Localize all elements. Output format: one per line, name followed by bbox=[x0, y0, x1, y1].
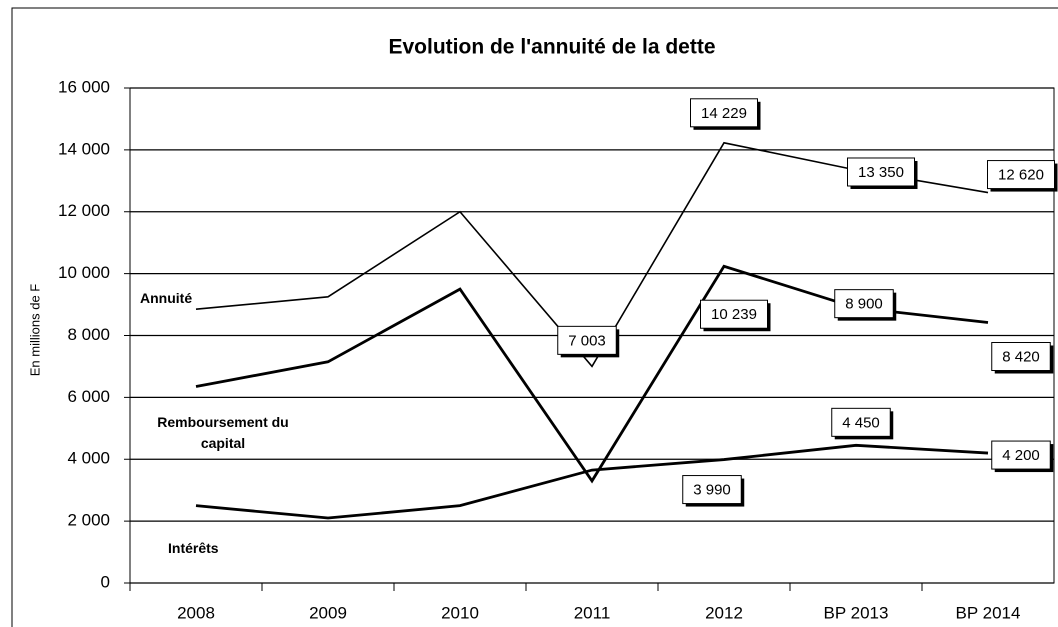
x-tick-label: BP 2013 bbox=[824, 603, 889, 622]
data-label: 8 900 bbox=[845, 296, 883, 313]
y-tick-label: 2 000 bbox=[67, 511, 110, 530]
label-box bbox=[991, 440, 1051, 470]
series-annotation: Intérêts bbox=[168, 540, 219, 556]
label-box bbox=[700, 299, 768, 329]
y-tick-label: 0 bbox=[101, 572, 110, 591]
y-axis-label: En millions de F bbox=[27, 284, 42, 377]
y-tick-label: 16 000 bbox=[58, 77, 110, 96]
y-tick-label: 6 000 bbox=[67, 387, 110, 406]
series-annotation: Remboursement du capital bbox=[157, 414, 289, 451]
y-tick-label: 12 000 bbox=[58, 201, 110, 220]
y-tick-label: 4 000 bbox=[67, 449, 110, 468]
x-tick-label: BP 2014 bbox=[956, 603, 1021, 622]
series-annotation: Annuité bbox=[140, 290, 193, 306]
data-label: 13 350 bbox=[858, 164, 904, 181]
y-tick-label: 14 000 bbox=[58, 139, 110, 158]
series-line bbox=[195, 443, 989, 520]
chart-title: Evolution de l'annuité de la dette bbox=[388, 36, 715, 59]
data-label: 3 990 bbox=[693, 482, 731, 499]
y-tick-label: 8 000 bbox=[67, 325, 110, 344]
x-tick-label: 2012 bbox=[705, 603, 743, 622]
y-tick-label: 10 000 bbox=[58, 263, 110, 282]
data-label: 8 420 bbox=[1002, 348, 1040, 365]
x-tick-label: 2010 bbox=[441, 603, 479, 622]
x-tick-label: 2009 bbox=[309, 603, 347, 622]
x-tick-label: 2008 bbox=[177, 603, 215, 622]
label-box bbox=[847, 157, 915, 187]
data-label: 4 200 bbox=[1002, 447, 1040, 464]
data-label: 14 229 bbox=[701, 105, 747, 122]
label-box bbox=[991, 342, 1051, 372]
data-label: 10 239 bbox=[711, 306, 757, 323]
label-box bbox=[987, 160, 1055, 190]
x-tick-label: 2011 bbox=[574, 603, 611, 622]
label-box bbox=[690, 98, 758, 128]
label-box bbox=[557, 325, 617, 355]
label-box bbox=[682, 475, 742, 505]
data-label: 7 003 bbox=[568, 332, 606, 349]
chart-border bbox=[11, 7, 1058, 627]
data-label: 12 620 bbox=[998, 167, 1044, 184]
label-box bbox=[831, 407, 891, 437]
label-box bbox=[834, 289, 894, 319]
data-label: 4 450 bbox=[842, 414, 880, 431]
